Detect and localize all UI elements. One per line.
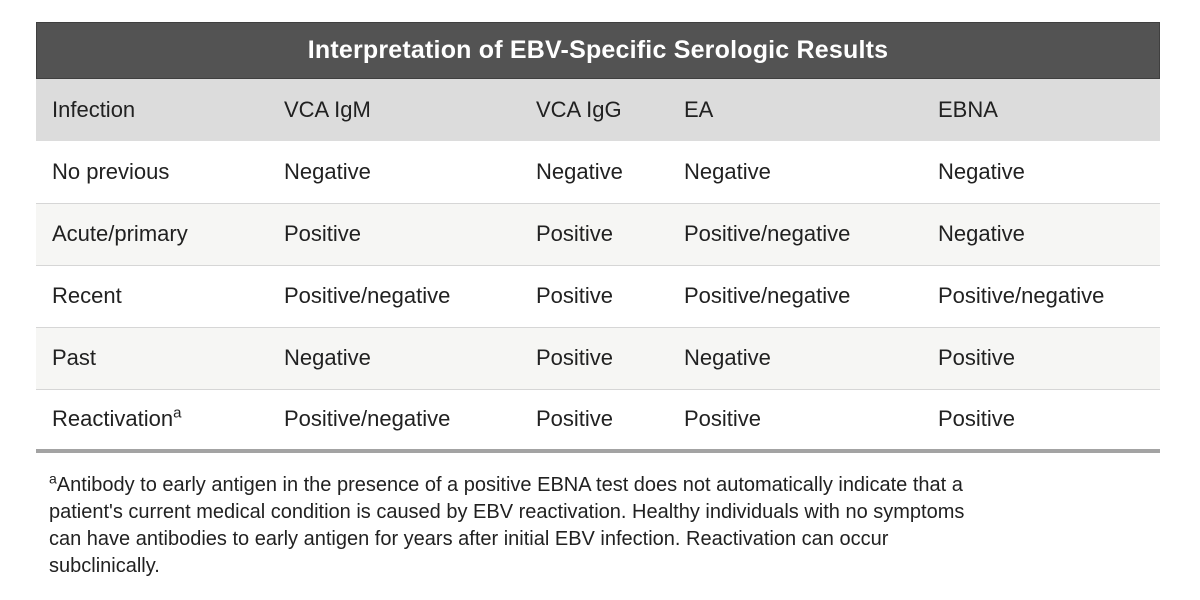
cell-vca-igm: Positive xyxy=(268,202,520,265)
cell-ea: Positive/negative xyxy=(668,202,922,265)
cell-infection: Reactivationa xyxy=(36,388,268,451)
table-row-reactivation: Reactivationa Positive/negative Positive… xyxy=(36,388,1160,451)
cell-vca-igg: Positive xyxy=(520,264,668,327)
footnote-marker-superscript: a xyxy=(173,404,182,422)
footnote-line: patient's current medical condition is c… xyxy=(49,501,965,523)
cell-ebna: Positive xyxy=(922,388,1160,451)
cell-ebna: Positive xyxy=(922,326,1160,389)
footnote-line: can have antibodies to early antigen for… xyxy=(49,528,889,550)
col-header-vca-igm: VCA IgM xyxy=(268,79,520,141)
cell-vca-igm: Negative xyxy=(268,326,520,389)
cell-vca-igg: Positive xyxy=(520,326,668,389)
table-title-bar: Interpretation of EBV-Specific Serologic… xyxy=(36,22,1160,79)
table-row-no-previous: No previous Negative Negative Negative N… xyxy=(36,141,1160,203)
cell-ea: Positive/negative xyxy=(668,264,922,327)
cell-infection: No previous xyxy=(36,141,268,203)
footnote: aAntibody to early antigen in the presen… xyxy=(49,470,1160,580)
table-row-recent: Recent Positive/negative Positive Positi… xyxy=(36,264,1160,327)
cell-infection: Acute/primary xyxy=(36,202,268,265)
cell-vca-igg: Negative xyxy=(520,141,668,203)
cell-ebna: Negative xyxy=(922,141,1160,203)
serology-table: Infection VCA IgM VCA IgG EA EBNA No pre… xyxy=(36,79,1160,453)
table-row-past: Past Negative Positive Negative Positive xyxy=(36,326,1160,389)
cell-vca-igg: Positive xyxy=(520,388,668,451)
col-header-vca-igg: VCA IgG xyxy=(520,79,668,141)
footnote-marker: a xyxy=(49,470,57,487)
cell-ea: Negative xyxy=(668,141,922,203)
column-header-row: Infection VCA IgM VCA IgG EA EBNA xyxy=(36,79,1160,141)
footnote-line: subclinically. xyxy=(49,555,160,577)
cell-infection-label: Reactivation xyxy=(52,406,174,432)
cell-ea: Negative xyxy=(668,326,922,389)
table-row-acute-primary: Acute/primary Positive Positive Positive… xyxy=(36,202,1160,265)
cell-ea: Positive xyxy=(668,388,922,451)
cell-vca-igg: Positive xyxy=(520,202,668,265)
footnote-text: Antibody to early antigen in the presenc… xyxy=(56,474,963,496)
col-header-ebna: EBNA xyxy=(922,79,1160,141)
cell-infection: Past xyxy=(36,326,268,389)
cell-vca-igm: Negative xyxy=(268,141,520,203)
col-header-infection: Infection xyxy=(36,79,268,141)
cell-ebna: Negative xyxy=(922,202,1160,265)
cell-vca-igm: Positive/negative xyxy=(268,388,520,451)
table-body: No previous Negative Negative Negative N… xyxy=(36,141,1160,451)
col-header-ea: EA xyxy=(668,79,922,141)
cell-infection: Recent xyxy=(36,264,268,327)
cell-ebna: Positive/negative xyxy=(922,264,1160,327)
footnote-line: aAntibody to early antigen in the presen… xyxy=(49,470,1160,499)
cell-vca-igm: Positive/negative xyxy=(268,264,520,327)
serology-table-card: Interpretation of EBV-Specific Serologic… xyxy=(36,22,1160,580)
